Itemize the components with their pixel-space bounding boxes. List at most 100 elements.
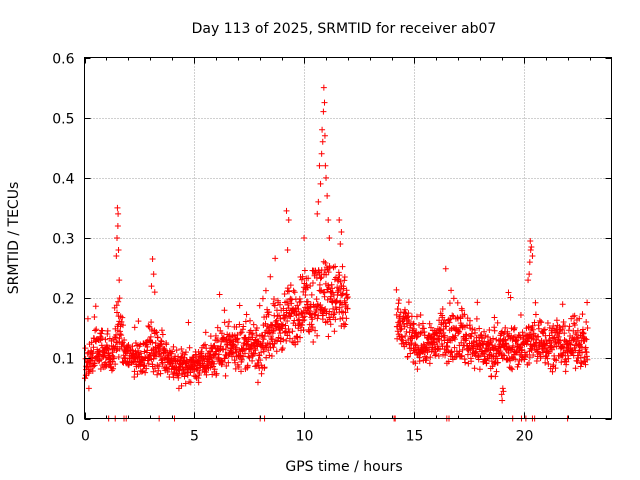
- data-point: [253, 332, 260, 339]
- data-point: [497, 348, 504, 355]
- data-point: [446, 319, 453, 326]
- data-point: [517, 312, 524, 319]
- data-point: [189, 354, 196, 361]
- data-point: [566, 323, 573, 330]
- data-point: [318, 274, 325, 281]
- data-point: [135, 318, 142, 325]
- data-point: [327, 321, 334, 328]
- data-point: [304, 298, 311, 305]
- data-point: [225, 352, 232, 359]
- data-point: [283, 298, 290, 305]
- data-point: [261, 364, 268, 371]
- data-point: [450, 313, 457, 320]
- data-point: [493, 368, 500, 375]
- data-point: [519, 329, 526, 336]
- data-point: [332, 263, 339, 270]
- data-point: [280, 305, 287, 312]
- data-point: [563, 358, 570, 365]
- data-point: [526, 259, 533, 266]
- data-point: [117, 331, 124, 338]
- data-point: [163, 341, 170, 348]
- data-point: [116, 277, 123, 284]
- x-tick-label: 0: [81, 429, 90, 445]
- data-point: [461, 311, 468, 318]
- data-point: [235, 339, 242, 346]
- y-tick-label: 0.1: [52, 352, 74, 368]
- data-point: [235, 364, 242, 371]
- data-point: [562, 356, 569, 363]
- data-point: [407, 350, 414, 357]
- data-point: [221, 307, 228, 314]
- data-point: [446, 300, 453, 307]
- data-point: [501, 352, 508, 359]
- data-point: [242, 318, 249, 325]
- data-point: [321, 99, 328, 106]
- data-point: [526, 360, 533, 367]
- data-point: [559, 326, 566, 333]
- data-point: [114, 204, 121, 211]
- data-point: [571, 322, 578, 329]
- data-point: [252, 363, 259, 370]
- data-point: [303, 281, 310, 288]
- data-point: [336, 216, 343, 223]
- data-point: [285, 301, 292, 308]
- data-point: [159, 331, 166, 338]
- data-point: [238, 368, 245, 375]
- data-point: [448, 349, 455, 356]
- data-point: [335, 269, 342, 276]
- x-tick-label: 20: [516, 429, 534, 445]
- data-point: [509, 366, 516, 373]
- y-tick-label: 0: [66, 413, 75, 429]
- data-point: [574, 335, 581, 342]
- data-point: [565, 327, 572, 334]
- data-point: [154, 334, 161, 341]
- data-point: [395, 297, 402, 304]
- data-point: [220, 335, 227, 342]
- data-point: [426, 320, 433, 327]
- data-point: [410, 320, 417, 327]
- data-point: [473, 348, 480, 355]
- data-point: [236, 321, 243, 328]
- data-point: [82, 345, 89, 352]
- data-point: [417, 330, 424, 337]
- data-point: [529, 253, 536, 260]
- data-point: [500, 388, 507, 395]
- data-point: [295, 306, 302, 313]
- data-point: [314, 315, 321, 322]
- data-point: [286, 329, 293, 336]
- data-point: [270, 344, 277, 351]
- data-point: [105, 347, 112, 354]
- data-point: [532, 332, 539, 339]
- data-point: [582, 335, 589, 342]
- data-point: [513, 337, 520, 344]
- data-point: [283, 207, 290, 214]
- data-point: [511, 324, 518, 331]
- data-point: [238, 356, 245, 363]
- data-point: [193, 352, 200, 359]
- data-point: [298, 276, 305, 283]
- data-point: [579, 311, 586, 318]
- y-tick-label: 0.4: [52, 172, 74, 188]
- data-point: [339, 263, 346, 270]
- data-point: [315, 198, 322, 205]
- data-point: [262, 287, 269, 294]
- data-point: [150, 271, 157, 278]
- data-point: [552, 365, 559, 372]
- data-point: [250, 321, 257, 328]
- data-point: [474, 299, 481, 306]
- y-axis-label: SRMTID / TECUs: [6, 182, 22, 295]
- data-point: [525, 277, 532, 284]
- data-point: [118, 318, 125, 325]
- data-point: [158, 327, 165, 334]
- data-point: [284, 285, 291, 292]
- data-point: [287, 295, 294, 302]
- x-axis-label: GPS time / hours: [285, 459, 402, 475]
- data-point: [175, 385, 182, 392]
- data-point: [450, 295, 457, 302]
- data-point: [305, 275, 312, 282]
- data-point: [223, 363, 230, 370]
- data-point: [131, 374, 138, 381]
- data-point: [292, 341, 299, 348]
- data-point: [535, 333, 542, 340]
- y-tick-label: 0.6: [52, 52, 74, 68]
